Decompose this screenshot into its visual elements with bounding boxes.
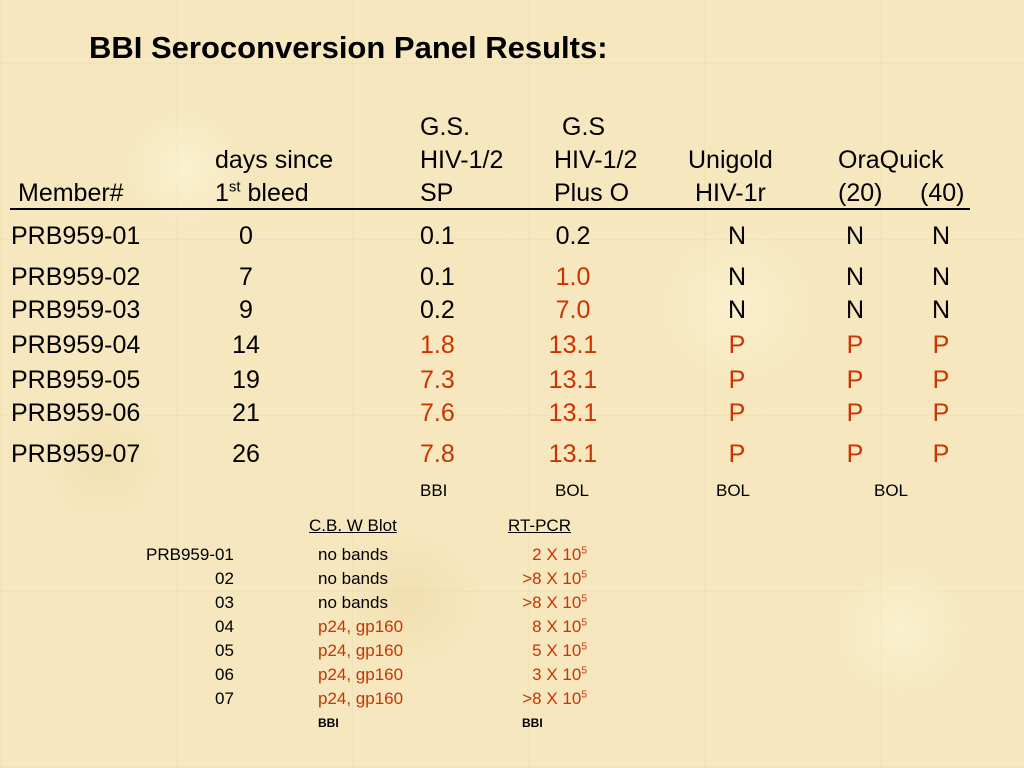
- row-member: PRB959-04: [11, 331, 141, 359]
- header-unigold-line2: HIV-1r: [695, 179, 766, 207]
- row-oraquick-20: N: [845, 263, 865, 291]
- row-days: 21: [232, 399, 260, 427]
- row-oraquick-40: N: [931, 222, 951, 250]
- row-gs-pluso: 1.0: [555, 263, 591, 291]
- header-oraquick-20: (20): [838, 179, 883, 207]
- row-days: 19: [232, 366, 260, 394]
- header-gs-sp-line1: G.S.: [420, 113, 471, 141]
- row-oraquick-20: P: [846, 440, 864, 468]
- header-unigold-line1: Unigold: [688, 146, 773, 174]
- row-gs-pluso: 13.1: [548, 440, 598, 468]
- row-oraquick-20: P: [846, 331, 864, 359]
- row-unigold: N: [727, 296, 747, 324]
- lab-oraquick: BOL: [874, 481, 909, 500]
- blot-row-pcr: >8 X 105: [522, 569, 587, 588]
- row-oraquick-40: N: [931, 263, 951, 291]
- row-days: 14: [232, 331, 260, 359]
- row-unigold: P: [728, 440, 746, 468]
- row-member: PRB959-02: [11, 263, 141, 291]
- row-unigold: N: [727, 222, 747, 250]
- blot-row-pcr: 2 X 105: [532, 545, 587, 564]
- row-days: 9: [239, 296, 253, 324]
- blot-row-wb: p24, gp160: [318, 641, 404, 660]
- row-oraquick-40: P: [932, 331, 950, 359]
- blot-row-pcr: 3 X 105: [532, 665, 587, 684]
- blot-row-id: 06: [215, 665, 234, 684]
- row-oraquick-20: P: [846, 399, 864, 427]
- row-member: PRB959-07: [11, 440, 141, 468]
- header-days-line2: 1st bleed: [215, 178, 309, 207]
- row-oraquick-40: N: [931, 296, 951, 324]
- header-oraquick-40: (40): [920, 179, 965, 207]
- pcr-lab: BBI: [522, 716, 543, 730]
- row-gs-pluso: 0.2: [555, 222, 591, 250]
- blot-row-wb: p24, gp160: [318, 665, 404, 684]
- row-oraquick-20: N: [845, 222, 865, 250]
- row-days: 7: [239, 263, 253, 291]
- row-gs-sp: 0.2: [420, 296, 455, 324]
- row-member: PRB959-01: [11, 222, 141, 250]
- blot-row-id: 02: [215, 569, 234, 588]
- row-days: 26: [232, 440, 260, 468]
- header-gs-pluso-line3: Plus O: [554, 179, 630, 207]
- wb-header: C.B. W Blot: [309, 516, 397, 535]
- row-gs-pluso: 13.1: [548, 331, 598, 359]
- blot-row-wb: no bands: [318, 593, 388, 612]
- row-oraquick-40: P: [932, 366, 950, 394]
- header-gs-sp-line3: SP: [420, 179, 454, 207]
- blot-row-id: 03: [215, 593, 234, 612]
- page-title: BBI Seroconversion Panel Results:: [89, 30, 608, 65]
- row-member: PRB959-03: [11, 296, 141, 324]
- header-divider: [10, 208, 970, 210]
- header-member: Member#: [18, 179, 124, 207]
- header-gs-pluso-line1: G.S: [562, 113, 606, 141]
- row-member: PRB959-05: [11, 366, 141, 394]
- row-gs-pluso: 7.0: [555, 296, 591, 324]
- blot-row-pcr: >8 X 105: [522, 689, 587, 708]
- blot-row-wb: no bands: [318, 545, 388, 564]
- header-gs-pluso-line2: HIV-1/2: [554, 146, 638, 174]
- row-member: PRB959-06: [11, 399, 141, 427]
- header-oraquick: OraQuick: [838, 146, 944, 174]
- row-gs-sp: 0.1: [420, 222, 455, 250]
- blot-row-id: 07: [215, 689, 234, 708]
- lab-gs-pluso: BOL: [555, 481, 590, 500]
- header-days-line1: days since: [215, 146, 334, 174]
- blot-row-pcr: 8 X 105: [532, 617, 587, 636]
- row-gs-sp: 7.6: [420, 399, 455, 427]
- row-oraquick-20: N: [845, 296, 865, 324]
- row-oraquick-20: P: [846, 366, 864, 394]
- row-unigold: N: [727, 263, 747, 291]
- row-days: 0: [239, 222, 253, 250]
- blot-row-wb: p24, gp160: [318, 617, 404, 636]
- row-gs-sp: 7.8: [420, 440, 455, 468]
- row-gs-sp: 1.8: [420, 331, 455, 359]
- lab-unigold: BOL: [716, 481, 751, 500]
- blot-row-id: 04: [215, 617, 234, 636]
- row-gs-pluso: 13.1: [548, 366, 598, 394]
- row-unigold: P: [728, 399, 746, 427]
- row-unigold: P: [728, 366, 746, 394]
- row-unigold: P: [728, 331, 746, 359]
- row-gs-pluso: 13.1: [548, 399, 598, 427]
- blot-row-id: PRB959-01: [146, 545, 234, 564]
- row-oraquick-40: P: [932, 440, 950, 468]
- pcr-header: RT-PCR: [508, 516, 571, 535]
- blot-row-wb: p24, gp160: [318, 689, 404, 708]
- row-oraquick-40: P: [932, 399, 950, 427]
- lab-gs-sp: BBI: [420, 481, 448, 500]
- header-gs-sp-line2: HIV-1/2: [420, 146, 504, 174]
- blot-row-wb: no bands: [318, 569, 388, 588]
- blot-row-pcr: 5 X 105: [532, 641, 587, 660]
- row-gs-sp: 7.3: [420, 366, 455, 394]
- blot-row-pcr: >8 X 105: [522, 593, 587, 612]
- row-gs-sp: 0.1: [420, 263, 455, 291]
- blot-row-id: 05: [215, 641, 234, 660]
- wb-lab: BBI: [318, 716, 339, 730]
